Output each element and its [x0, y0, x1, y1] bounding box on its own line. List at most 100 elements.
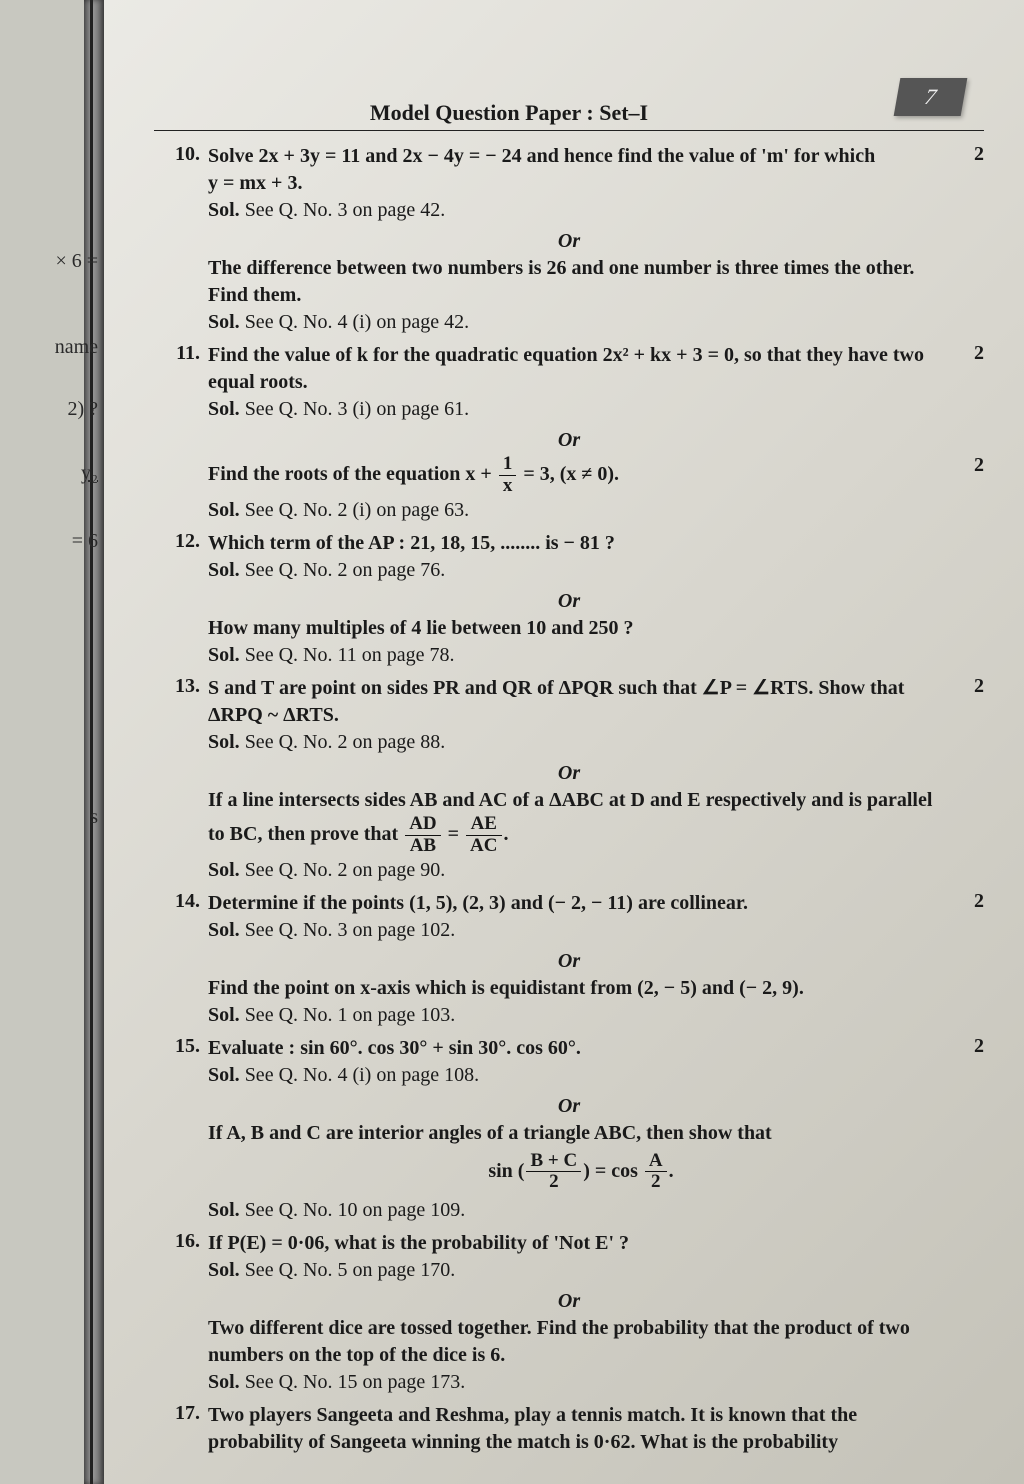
- frac-den: 2: [645, 1172, 667, 1193]
- marks: 2: [954, 1035, 984, 1089]
- margin-note: name: [55, 336, 98, 359]
- alt-text: Find the point on x-axis which is equidi…: [208, 977, 804, 999]
- sol-label: Sol.: [208, 499, 240, 521]
- question-number: 12.: [154, 530, 208, 584]
- marks: 2: [954, 890, 984, 944]
- sol-label: Sol.: [208, 644, 240, 666]
- sol-label: Sol.: [208, 1064, 240, 1086]
- sol-text: See Q. No. 10 on page 109.: [240, 1199, 466, 1221]
- sol-label: Sol.: [208, 398, 240, 420]
- dot: .: [504, 823, 509, 845]
- alt-text: = 3, (x ≠ 0).: [518, 463, 619, 485]
- frac-num: B + C: [526, 1151, 581, 1173]
- frac-den: AB: [405, 836, 440, 857]
- question-10-alt: The difference between two numbers is 26…: [154, 255, 984, 336]
- alt-text: Two different dice are tossed together. …: [208, 1317, 910, 1366]
- left-margin-text: × 6 = name 2) ? y₂ = 6 s: [0, 0, 104, 1484]
- question-text: y = mx + 3.: [208, 172, 302, 194]
- question-12: 12. Which term of the AP : 21, 18, 15, .…: [154, 530, 984, 584]
- margin-note: × 6 =: [55, 250, 98, 273]
- question-text: Evaluate : sin 60°. cos 30° + sin 30°. c…: [208, 1037, 581, 1059]
- sol-text: See Q. No. 2 on page 88.: [240, 731, 446, 753]
- sol-text: See Q. No. 15 on page 173.: [240, 1371, 466, 1393]
- frac-num: AD: [405, 814, 440, 836]
- header-rule: [154, 130, 984, 131]
- sol-text: See Q. No. 3 on page 42.: [240, 199, 446, 221]
- eq: =: [443, 823, 464, 845]
- eq-part: sin (: [488, 1160, 524, 1182]
- sol-label: Sol.: [208, 1371, 240, 1393]
- margin-note: 2) ?: [67, 398, 98, 421]
- alt-text: How many multiples of 4 lie between 10 a…: [208, 617, 634, 639]
- sol-text: See Q. No. 1 on page 103.: [240, 1004, 456, 1026]
- marks: 2: [954, 143, 984, 224]
- page-content: 7 Model Question Paper : Set–I 10. Solve…: [104, 0, 1024, 1484]
- question-number: 10.: [154, 143, 208, 224]
- sol-text: See Q. No. 3 (i) on page 61.: [240, 398, 469, 420]
- or-divider: Or: [154, 230, 984, 253]
- page-number-tab: 7: [894, 78, 968, 116]
- frac-den: x: [499, 476, 517, 497]
- frac-den: AC: [466, 836, 501, 857]
- sol-label: Sol.: [208, 559, 240, 581]
- question-number: 13.: [154, 675, 208, 756]
- question-text: Determine if the points (1, 5), (2, 3) a…: [208, 892, 748, 914]
- sol-text: See Q. No. 5 on page 170.: [240, 1259, 456, 1281]
- sol-label: Sol.: [208, 859, 240, 881]
- sol-label: Sol.: [208, 1259, 240, 1281]
- sol-label: Sol.: [208, 731, 240, 753]
- alt-text: The difference between two numbers is 26…: [208, 257, 914, 306]
- sol-text: See Q. No. 2 on page 90.: [240, 859, 446, 881]
- sol-text: See Q. No. 11 on page 78.: [240, 644, 455, 666]
- sol-label: Sol.: [208, 1004, 240, 1026]
- or-divider: Or: [154, 429, 984, 452]
- question-text: Find the value of k for the quadratic eq…: [208, 344, 924, 393]
- question-11: 11. Find the value of k for the quadrati…: [154, 342, 984, 423]
- or-divider: Or: [154, 590, 984, 613]
- question-text: Two players Sangeeta and Reshma, play a …: [208, 1404, 857, 1453]
- header-title: Model Question Paper : Set–I: [154, 100, 984, 126]
- question-15-alt: If A, B and C are interior angles of a t…: [154, 1120, 984, 1225]
- question-12-alt: How many multiples of 4 lie between 10 a…: [154, 615, 984, 669]
- question-number: 11.: [154, 342, 208, 423]
- sol-text: See Q. No. 4 (i) on page 108.: [240, 1064, 479, 1086]
- sol-label: Sol.: [208, 1199, 240, 1221]
- eq-part: ) = cos: [583, 1160, 643, 1182]
- question-text: Which term of the AP : 21, 18, 15, .....…: [208, 532, 615, 554]
- question-10: 10. Solve 2x + 3y = 11 and 2x − 4y = − 2…: [154, 143, 984, 224]
- question-13: 13. S and T are point on sides PR and QR…: [154, 675, 984, 756]
- question-text: If P(E) = 0·06, what is the probability …: [208, 1232, 629, 1254]
- alt-text: Find the roots of the equation x +: [208, 463, 497, 485]
- question-16: 16. If P(E) = 0·06, what is the probabil…: [154, 1230, 984, 1284]
- or-divider: Or: [154, 1095, 984, 1118]
- or-divider: Or: [154, 1290, 984, 1313]
- margin-note: y₂: [81, 462, 98, 485]
- question-16-alt: Two different dice are tossed together. …: [154, 1315, 984, 1396]
- question-number: 16.: [154, 1230, 208, 1284]
- or-divider: Or: [154, 762, 984, 785]
- sol-label: Sol.: [208, 311, 240, 333]
- alt-text: If a line intersects sides AB and AC of …: [208, 789, 932, 845]
- marks: 2: [954, 342, 984, 423]
- alt-text: If A, B and C are interior angles of a t…: [208, 1122, 772, 1144]
- question-text: Solve 2x + 3y = 11 and 2x − 4y = − 24 an…: [208, 145, 875, 167]
- sol-text: See Q. No. 2 on page 76.: [240, 559, 446, 581]
- margin-note: = 6: [72, 530, 98, 553]
- frac-num: A: [645, 1151, 667, 1173]
- sol-label: Sol.: [208, 199, 240, 221]
- question-number: 15.: [154, 1035, 208, 1089]
- question-11-alt: Find the roots of the equation x + 1x = …: [154, 454, 984, 524]
- marks: 2: [954, 675, 984, 756]
- sol-text: See Q. No. 3 on page 102.: [240, 919, 456, 941]
- question-number: 17.: [154, 1402, 208, 1456]
- question-13-alt: If a line intersects sides AB and AC of …: [154, 787, 984, 884]
- equation: sin (B + C2) = cos A2.: [208, 1151, 954, 1194]
- frac-num: AE: [466, 814, 501, 836]
- or-divider: Or: [154, 950, 984, 973]
- sol-label: Sol.: [208, 919, 240, 941]
- eq-part: .: [669, 1160, 674, 1182]
- question-15: 15. Evaluate : sin 60°. cos 30° + sin 30…: [154, 1035, 984, 1089]
- frac-num: 1: [499, 454, 517, 476]
- question-14-alt: Find the point on x-axis which is equidi…: [154, 975, 984, 1029]
- question-14: 14. Determine if the points (1, 5), (2, …: [154, 890, 984, 944]
